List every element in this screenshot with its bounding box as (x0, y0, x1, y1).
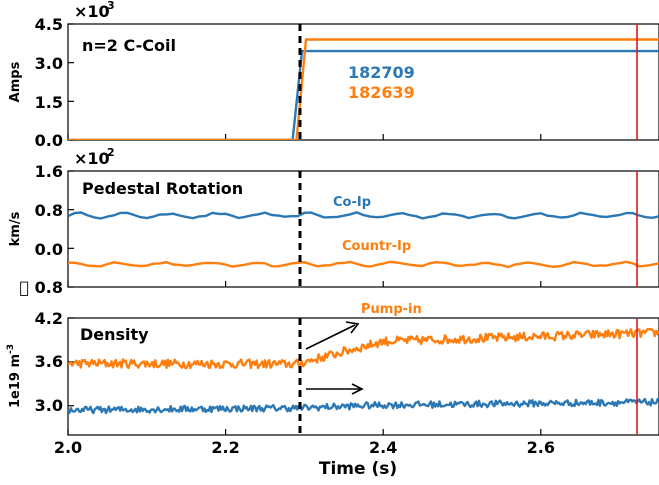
xtick-label: 2.2 (211, 438, 239, 457)
panel-coil-sci-exp: 3 (107, 0, 115, 12)
panel-density-ylabel-sup: -3 (6, 344, 16, 354)
series-label-co-ip: Co-Ip (333, 195, 371, 210)
panel-coil-ytick-label: 4.5 (35, 15, 63, 34)
series-label-countr-ip: Countr-Ip (342, 239, 411, 254)
panel-rotation-ylabel: km/s (8, 211, 23, 246)
panel-coil-frame (67, 23, 659, 141)
series-line-baseline (68, 397, 659, 415)
panel-coil-sci-base: ×10 (74, 2, 110, 21)
xtick-label: 2.4 (369, 438, 397, 457)
series-line-182709 (68, 49, 659, 140)
series-label-182639: 182639 (348, 83, 415, 102)
arrow-upper (305, 321, 360, 350)
x-axis-label: Time (s) (319, 459, 397, 479)
panel-coil-ytick-label: 0.0 (35, 131, 63, 150)
series-line-pump-in (68, 327, 659, 370)
xtick-label: 2.6 (527, 438, 555, 457)
panel-rotation-ytick-label: 0.8 (35, 201, 63, 220)
panel-density-ytick-label: 4.2 (35, 309, 63, 328)
panel-density-ytick-label: 3.6 (35, 352, 63, 371)
series-line-co-ip (68, 211, 659, 220)
panel-density: Density 1e19 m-3 4.2 3.6 3.0 Pump-in (6, 302, 659, 436)
panel-rotation-ytick-label: 0.0 (35, 240, 63, 259)
panel-density-ytick-label: 3.0 (35, 396, 63, 415)
panel-density-title: Density (80, 325, 149, 344)
panel-rotation-sci-base: ×10 (74, 149, 110, 168)
panel-coil-ylabel: Amps (8, 61, 23, 102)
xtick-label: 2.0 (54, 438, 82, 457)
series-label-pump-in: Pump-in (361, 302, 422, 317)
series-label-182709: 182709 (348, 63, 415, 82)
panel-rotation-sci-exp: 2 (107, 146, 115, 159)
arrow-lower (306, 383, 364, 395)
panel-rotation: ×10 2 Pedestal Rotation km/s 1.6 0.8 0.0… (8, 146, 659, 297)
panel-density-ylabel-main: 1e19 m (8, 354, 23, 408)
panel-rotation-ytick-label: 1.6 (35, 162, 63, 181)
panel-coil: ×10 3 n=2 C-Coil Amps 4.5 3.0 1.5 0.0 18… (8, 0, 659, 150)
panel-rotation-title: Pedestal Rotation (82, 179, 243, 198)
panel-rotation-ytick-label:   0.8 (19, 278, 63, 297)
panel-coil-ytick-label: 1.5 (35, 93, 63, 112)
panel-coil-ytick-label: 3.0 (35, 54, 63, 73)
panel-density-frame (67, 317, 659, 436)
panel-coil-title: n=2 C-Coil (82, 36, 176, 55)
panel-rotation-frame (67, 170, 659, 288)
series-line-countr-ip (68, 260, 659, 269)
panel-density-ylabel: 1e19 m-3 (6, 344, 23, 408)
